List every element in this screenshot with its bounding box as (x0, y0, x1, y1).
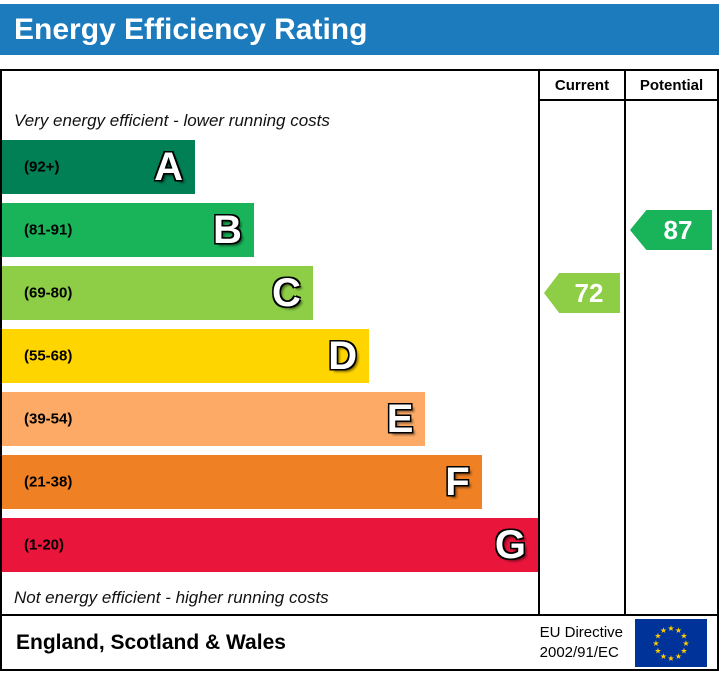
epc-band-range: (92+) (24, 158, 60, 176)
epc-band-range: (55-68) (24, 347, 73, 365)
top-note: Very energy efficient - lower running co… (14, 111, 330, 130)
footer: England, Scotland & Wales EU Directive 2… (2, 614, 717, 669)
svg-text:★: ★ (667, 624, 674, 633)
epc-band-range: (69-80) (24, 284, 73, 302)
epc-band-column: Very energy efficient - lower running co… (2, 71, 540, 614)
svg-text:★: ★ (680, 646, 687, 655)
epc-band-row-c: (69-80) C (2, 266, 538, 329)
current-column-header: Current (540, 71, 626, 101)
svg-text:★: ★ (667, 654, 674, 663)
epc-band-row-d: (55-68) D (2, 329, 538, 392)
epc-band-range: (81-91) (24, 221, 73, 239)
svg-text:★: ★ (682, 639, 689, 648)
current-column: 72 (540, 101, 626, 614)
epc-band-range: (39-54) (24, 410, 73, 428)
epc-band-letter: E (386, 397, 414, 441)
eu-directive-line2: 2002/91/EC (539, 643, 619, 661)
current-rating-arrow: 72 (544, 273, 620, 313)
epc-band-row-a: (92+) A (2, 140, 538, 203)
epc-band-row-f: (21-38) F (2, 455, 538, 518)
footer-region-label: England, Scotland & Wales (16, 630, 286, 654)
svg-text:★: ★ (652, 639, 659, 648)
epc-band-row-g: (1-20) G (2, 518, 538, 581)
epc-band-letter: B (213, 208, 242, 252)
potential-column-header: Potential (626, 71, 717, 101)
epc-band-bar-e: (39-54) E (2, 392, 426, 446)
bottom-note: Not energy efficient - higher running co… (14, 587, 329, 607)
epc-band-letter: F (445, 460, 470, 504)
epc-band-bar-c: (69-80) C (2, 266, 313, 320)
eu-directive-label: EU Directive 2002/91/EC (540, 623, 623, 662)
epc-band-letter: C (271, 271, 301, 315)
svg-text:★: ★ (660, 626, 667, 635)
svg-text:★: ★ (654, 631, 661, 640)
svg-text:★: ★ (654, 646, 661, 655)
epc-band-bar-b: (81-91) B (2, 203, 254, 257)
epc-chart: Very energy efficient - lower running co… (0, 69, 719, 671)
epc-band-row-e: (39-54) E (2, 392, 538, 455)
epc-band-bar-d: (55-68) D (2, 329, 370, 383)
epc-band-row-b: (81-91) B (2, 203, 538, 266)
svg-text:★: ★ (660, 652, 667, 661)
svg-text:★: ★ (675, 626, 682, 635)
epc-band-bar-g: (1-20) G (2, 518, 538, 572)
svg-text:★: ★ (680, 631, 687, 640)
eu-directive-line1: EU Directive (539, 624, 623, 641)
eu-flag-icon: ★ ★ ★ ★ ★ ★ ★ ★ ★ ★ ★ ★ (635, 618, 707, 667)
epc-band-letter: D (328, 334, 358, 378)
potential-column: 87 (626, 101, 717, 614)
epc-band-range: (1-20) (24, 536, 65, 554)
epc-bands: (92+) A (81-91) B (69-80) C (55-68) D (39-54) E (2… (2, 140, 538, 581)
epc-band-range: (21-38) (24, 473, 73, 491)
epc-band-bar-a: (92+) A (2, 140, 195, 194)
epc-band-letter: G (494, 523, 526, 567)
svg-text:★: ★ (675, 652, 682, 661)
epc-band-letter: A (154, 145, 183, 189)
epc-band-bar-f: (21-38) F (2, 455, 482, 509)
potential-rating-arrow: 87 (630, 210, 712, 250)
page-title: Energy Efficiency Rating (0, 4, 719, 55)
